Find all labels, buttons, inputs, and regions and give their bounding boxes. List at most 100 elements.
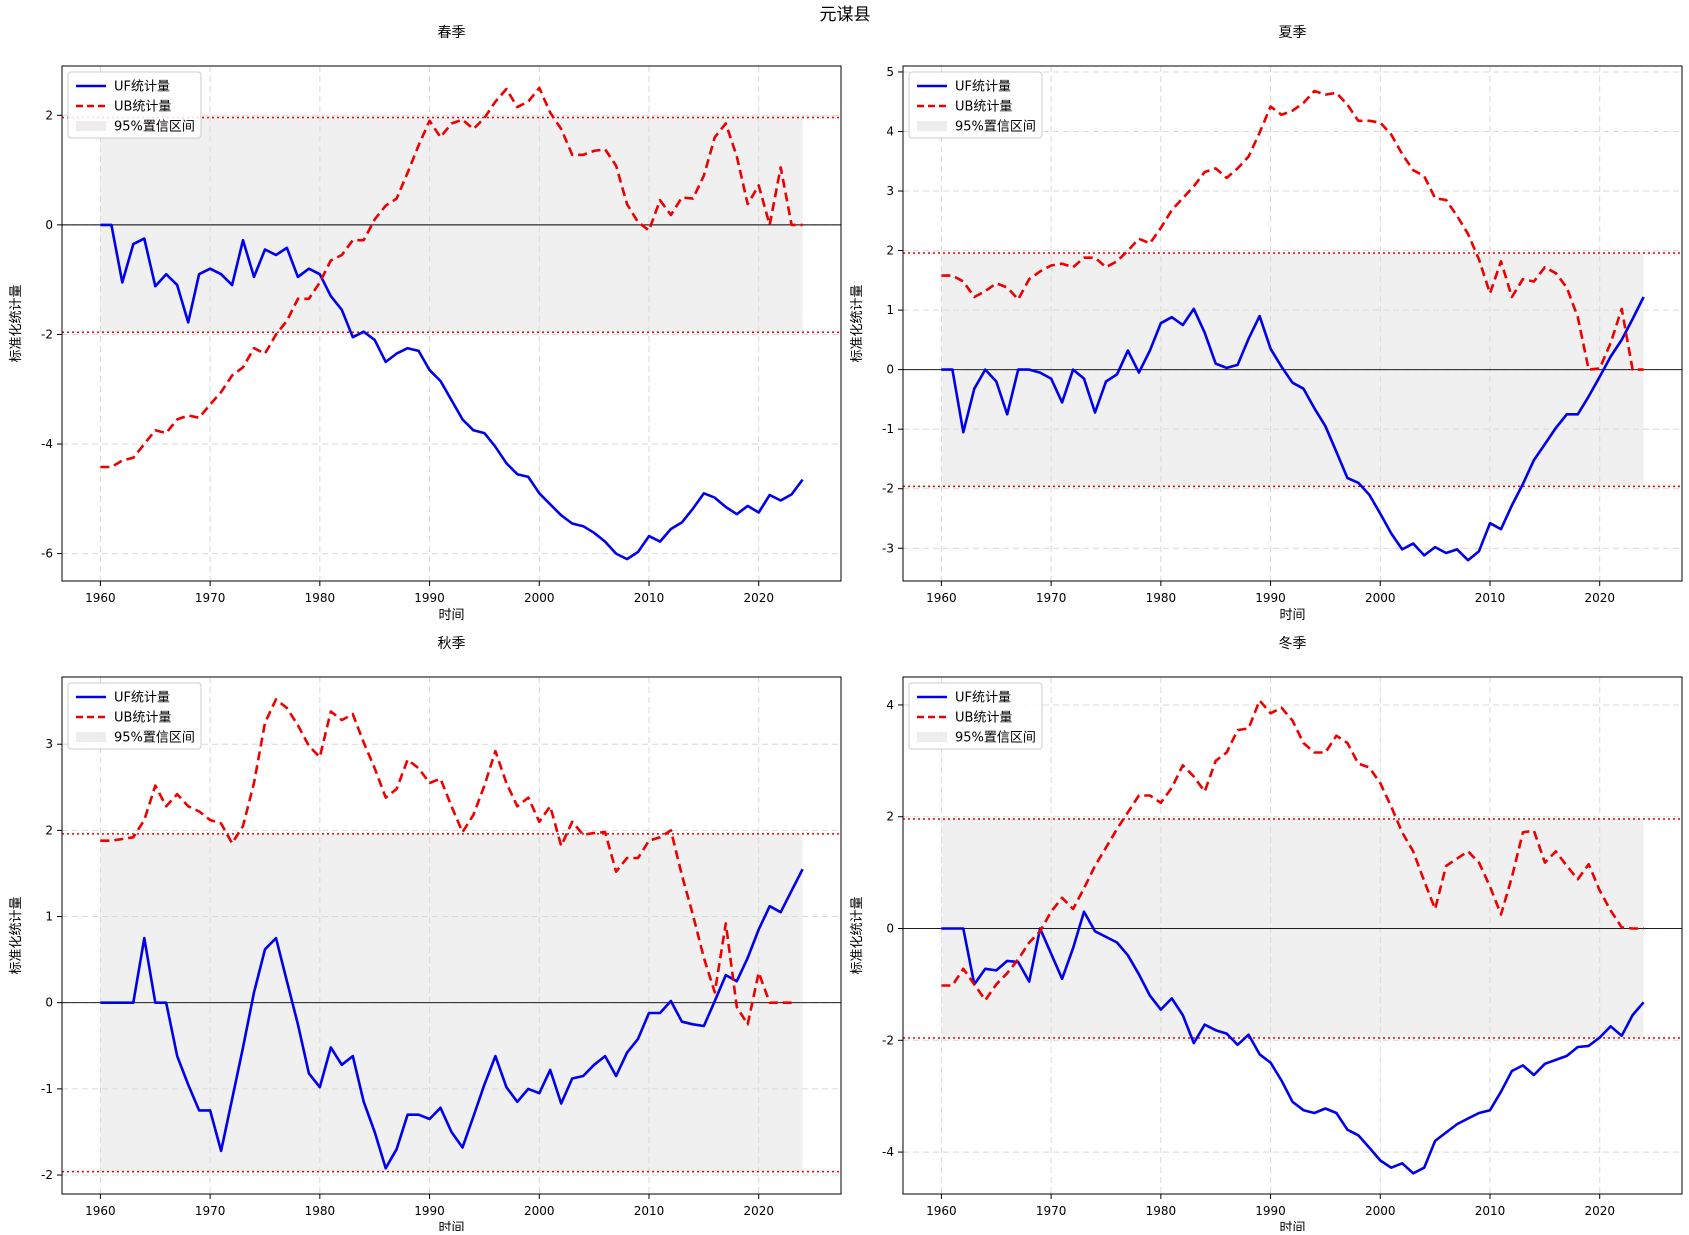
y-tick-label: 2 <box>45 108 53 122</box>
axes-frame <box>902 676 1683 1195</box>
x-tick-label: 2020 <box>1584 591 1615 605</box>
y-tick-label: 1 <box>886 303 894 317</box>
y-tick-label: -2 <box>882 482 894 496</box>
x-tick-label: 1970 <box>195 591 226 605</box>
legend-label: UB统计量 <box>955 711 1012 726</box>
chart-panel-1: 春季 1960 1970 1980 1990 2000 2010 2020 -6 -4 -2 0 2 时间… <box>9 25 842 623</box>
legend-label: UF统计量 <box>114 691 170 706</box>
x-tick-label: 1970 <box>1036 1204 1067 1218</box>
panel-title: 秋季 <box>438 636 466 652</box>
x-tick-label: 1980 <box>1146 1204 1177 1218</box>
x-tick-label: 2000 <box>524 591 555 605</box>
legend-label: UF统计量 <box>955 80 1011 95</box>
legend: UF统计量 UB统计量 95%置信区间 <box>67 682 202 750</box>
y-tick-label: -3 <box>882 541 894 555</box>
chart-panel-3: 秋季 1960 1970 1980 1990 2000 2010 2020 -2 -1 0 1 2 3 时间… <box>9 636 842 1235</box>
y-tick-label: 4 <box>886 698 894 712</box>
y-tick-label: 2 <box>45 823 53 837</box>
x-tick-label: 1990 <box>1255 1204 1286 1218</box>
x-axis-label: 时间 <box>1279 608 1305 623</box>
legend-label: UB统计量 <box>955 100 1012 115</box>
y-tick-label: -2 <box>41 1168 53 1182</box>
x-axis-label: 时间 <box>438 1221 464 1231</box>
legend-label: 95%置信区间 <box>955 731 1036 746</box>
x-tick-label: 2000 <box>524 1204 555 1218</box>
ub-series-line <box>100 86 803 469</box>
x-tick-label: 1960 <box>926 1204 957 1218</box>
legend-ci-swatch <box>917 121 947 131</box>
axes-frame <box>61 676 842 1195</box>
y-tick-label: -2 <box>41 327 53 341</box>
y-tick-label: -2 <box>882 1033 894 1047</box>
y-tick-label: 3 <box>886 184 894 198</box>
x-tick-label: 1960 <box>85 591 116 605</box>
x-tick-label: 2020 <box>743 591 774 605</box>
chart-panel-4: 冬季 1960 1970 1980 1990 2000 2010 2020 -4 -2 0 2 4 时间 标… <box>850 636 1683 1235</box>
x-tick-label: 1970 <box>1036 591 1067 605</box>
y-tick-label: 2 <box>886 244 894 258</box>
x-tick-label: 2000 <box>1365 1204 1396 1218</box>
legend-label: 95%置信区间 <box>114 731 195 746</box>
x-tick-label: 1970 <box>195 1204 226 1218</box>
y-tick-label: -4 <box>882 1145 894 1159</box>
x-tick-label: 2010 <box>1475 1204 1506 1218</box>
uf-series-line <box>100 223 804 561</box>
y-tick-label: 0 <box>886 363 894 377</box>
y-tick-label: -1 <box>882 422 894 436</box>
legend: UF统计量 UB统计量 95%置信区间 <box>67 71 202 139</box>
x-axis-label: 时间 <box>1279 1221 1305 1231</box>
x-axis-label: 时间 <box>438 608 464 623</box>
legend: UF统计量 UB统计量 95%置信区间 <box>908 71 1043 139</box>
uf-series-line <box>941 296 1645 562</box>
y-tick-label: 3 <box>45 737 53 751</box>
y-axis-label: 标准化统计量 <box>850 284 865 362</box>
ub-series-line <box>941 699 1644 1002</box>
y-axis-label: 标准化统计量 <box>9 284 24 362</box>
y-tick-label: -6 <box>41 547 53 561</box>
chart-panel-2: 夏季 1960 1970 1980 1990 2000 2010 2020 -3 -2 -1 0 1 2 3… <box>850 25 1683 623</box>
legend-label: UF统计量 <box>955 691 1011 706</box>
x-tick-label: 1960 <box>85 1204 116 1218</box>
x-tick-label: 1980 <box>1146 591 1177 605</box>
y-tick-label: 0 <box>45 996 53 1010</box>
uf-series-line <box>941 910 1645 1175</box>
legend: UF统计量 UB统计量 95%置信区间 <box>908 682 1043 750</box>
legend-label: 95%置信区间 <box>955 120 1036 135</box>
y-tick-label: -1 <box>41 1082 53 1096</box>
x-tick-label: 1990 <box>414 1204 445 1218</box>
y-tick-label: 1 <box>45 910 53 924</box>
x-tick-label: 1960 <box>926 591 957 605</box>
y-axis-label: 标准化统计量 <box>9 896 24 974</box>
x-tick-label: 2000 <box>1365 591 1396 605</box>
x-tick-label: 1990 <box>414 591 445 605</box>
y-tick-label: 4 <box>886 124 894 138</box>
axes-frame <box>61 65 842 582</box>
legend-label: UB统计量 <box>114 100 171 115</box>
legend-ci-swatch <box>917 732 947 742</box>
axes-frame <box>902 65 1683 582</box>
x-tick-label: 2010 <box>634 591 665 605</box>
y-tick-label: 0 <box>45 218 53 232</box>
y-tick-label: -4 <box>41 437 53 451</box>
figure-suptitle: 元谋县 <box>820 5 871 25</box>
uf-series-line <box>100 868 804 1170</box>
ub-series-line <box>941 89 1644 371</box>
legend-label: 95%置信区间 <box>114 120 195 135</box>
panel-title: 冬季 <box>1279 636 1307 652</box>
x-tick-label: 2020 <box>743 1204 774 1218</box>
x-tick-label: 2010 <box>634 1204 665 1218</box>
y-tick-label: 0 <box>886 922 894 936</box>
x-tick-label: 2020 <box>1584 1204 1615 1218</box>
panel-title: 春季 <box>438 25 466 41</box>
x-tick-label: 1980 <box>305 1204 336 1218</box>
x-tick-label: 2010 <box>1475 591 1506 605</box>
legend-ci-swatch <box>76 732 106 742</box>
y-tick-label: 5 <box>886 65 894 79</box>
legend-label: UF统计量 <box>114 80 170 95</box>
legend-label: UB统计量 <box>114 711 171 726</box>
x-tick-label: 1990 <box>1255 591 1286 605</box>
x-tick-label: 1980 <box>305 591 336 605</box>
legend-ci-swatch <box>76 121 106 131</box>
panel-title: 夏季 <box>1279 25 1307 41</box>
